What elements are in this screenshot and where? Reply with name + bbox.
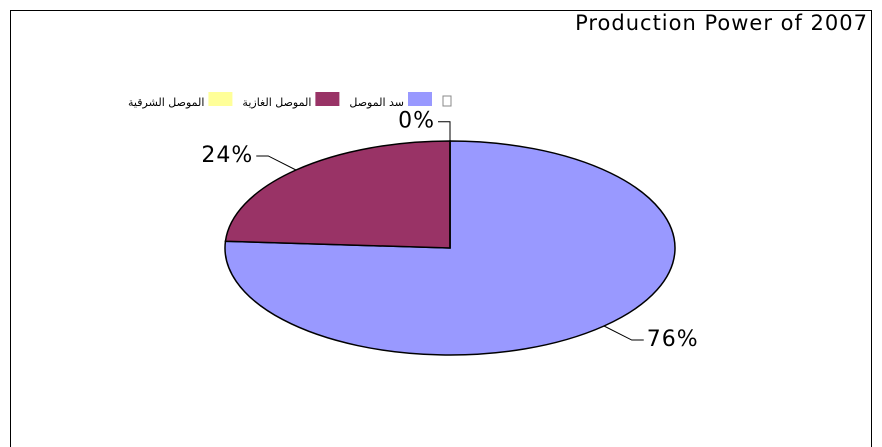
data-label: 76% xyxy=(647,327,699,352)
data-label: 0% xyxy=(398,109,435,134)
leader-line xyxy=(603,325,644,341)
leader-line xyxy=(438,121,451,141)
legend-label: الموصل الشرقية xyxy=(128,96,204,109)
data-label: 24% xyxy=(201,143,253,168)
leader-line xyxy=(256,155,297,171)
legend-box xyxy=(442,95,452,107)
pie-slice xyxy=(224,140,451,249)
legend-label: الموصل الغازية xyxy=(242,96,311,109)
legend-swatch xyxy=(408,92,432,106)
pie-slice xyxy=(224,140,676,356)
legend-swatch xyxy=(315,92,340,106)
legend-label: سد الموصل xyxy=(349,96,404,109)
legend-swatch xyxy=(208,92,233,106)
chart-title: Production Power of 2007 xyxy=(575,11,868,35)
